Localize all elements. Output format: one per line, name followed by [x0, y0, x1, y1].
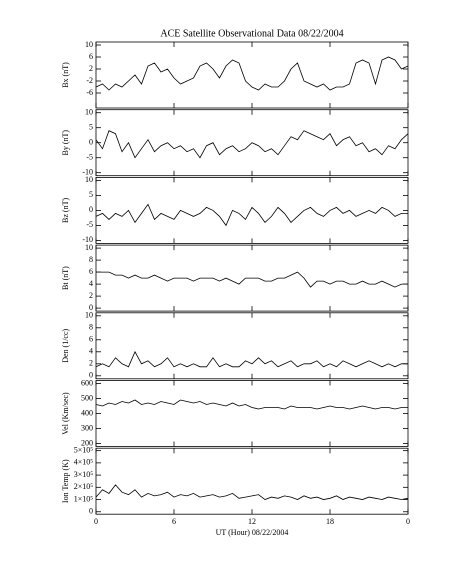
- y-tick-label: 10: [85, 175, 93, 184]
- y-tick-label: 6: [89, 267, 93, 276]
- x-tick-label: 18: [326, 517, 334, 526]
- y-tick-label: 0: [89, 371, 93, 380]
- y-axis-label: By (nT): [61, 130, 70, 156]
- y-axis-label: Bt (nT): [61, 266, 70, 290]
- y-tick-label: 5: [89, 190, 93, 199]
- y-axis-label: Bx (nT): [61, 62, 70, 88]
- panel-frame: [95, 176, 409, 244]
- y-tick-label: -5: [86, 153, 93, 162]
- y-tick-label: 0: [89, 303, 93, 312]
- data-line: [95, 484, 409, 500]
- panel-frame: [95, 41, 409, 109]
- y-tick-label: 600: [81, 378, 93, 387]
- y-tick-label: 2: [89, 359, 93, 368]
- y-tick-label: 500: [81, 393, 93, 402]
- panel-frame: [95, 380, 409, 447]
- y-axis-label: Vel (Km/sec): [61, 392, 70, 435]
- y-tick-label: -10: [82, 235, 93, 244]
- data-line: [95, 56, 409, 91]
- y-tick-label: 4×10⁵: [74, 458, 94, 467]
- x-tick-label: 0: [94, 517, 98, 526]
- data-line: [95, 203, 408, 227]
- y-tick-label: 2×10⁵: [74, 482, 94, 491]
- y-tick-label: 10: [85, 108, 93, 117]
- y-tick-label: 4: [89, 347, 93, 356]
- y-tick-label: -10: [82, 168, 93, 177]
- y-tick-label: -2: [86, 76, 93, 85]
- x-axis-label: UT (Hour) 08/22/2004: [216, 528, 289, 537]
- panel-frame: [95, 312, 409, 380]
- y-tick-label: 300: [81, 423, 93, 432]
- chart-title: ACE Satellite Observational Data 08/22/2…: [160, 28, 343, 39]
- y-tick-label: 10: [85, 40, 93, 49]
- y-tick-label: 6: [89, 335, 93, 344]
- y-tick-label: -5: [86, 220, 93, 229]
- y-tick-label: 8: [89, 255, 93, 264]
- y-axis-label: Bz (nT): [61, 198, 70, 223]
- y-tick-label: 3×10⁵: [74, 470, 94, 479]
- data-line: [95, 130, 409, 159]
- y-tick-label: 6: [89, 52, 93, 61]
- data-line: [95, 350, 408, 368]
- y-tick-label: 4: [89, 279, 93, 288]
- y-tick-label: 5: [89, 123, 93, 132]
- y-axis-label: Ion Temp (K): [61, 459, 70, 503]
- y-axis-label: Den (1/cc): [61, 328, 70, 362]
- x-tick-label: 12: [248, 517, 256, 526]
- y-tick-label: 2: [89, 291, 93, 300]
- y-tick-label: 2: [89, 64, 93, 73]
- panel-frame: [95, 447, 409, 515]
- y-tick-label: 200: [81, 438, 93, 447]
- y-tick-label: 10: [85, 311, 93, 320]
- y-tick-label: 1×10⁵: [74, 494, 94, 503]
- data-line: [95, 399, 408, 410]
- y-tick-label: 0: [89, 205, 93, 214]
- y-tick-label: 0: [89, 507, 93, 516]
- y-tick-label: 0: [89, 138, 93, 147]
- x-tick-label: 6: [172, 517, 176, 526]
- y-tick-label: 5×10⁵: [74, 445, 94, 454]
- y-tick-label: 8: [89, 323, 93, 332]
- y-tick-label: -6: [86, 88, 93, 97]
- data-line: [96, 271, 408, 288]
- y-tick-label: 10: [85, 243, 93, 252]
- y-tick-label: 400: [81, 408, 93, 417]
- x-tick-label: 0: [406, 517, 410, 526]
